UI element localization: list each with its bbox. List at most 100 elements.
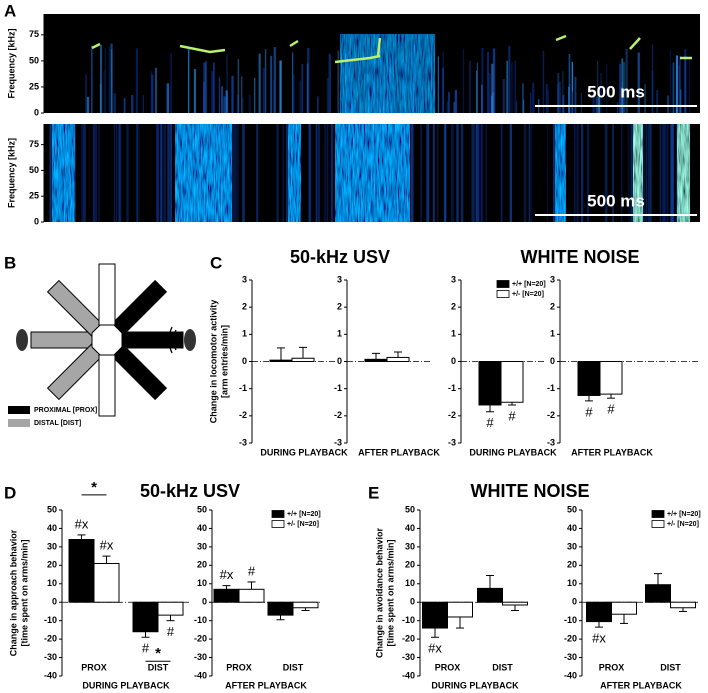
legend-swatch	[651, 510, 665, 518]
y-tick-label: 0	[34, 216, 39, 226]
y-tick-label: 30	[197, 541, 207, 551]
y-tick-label: 50	[29, 165, 39, 175]
y-tick-label: 3	[337, 274, 342, 284]
noise-streak	[262, 67, 266, 113]
noise-streak	[444, 124, 447, 222]
noise-streak	[462, 48, 465, 114]
noise-streak	[326, 77, 330, 113]
noise-streak	[645, 124, 648, 222]
x-tick-label: DIST	[492, 662, 513, 672]
y-tick-label: 25	[29, 81, 39, 91]
y-axis-label: Change in locomotor activity	[208, 300, 218, 424]
noise-streak	[456, 124, 459, 222]
y-tick-label: -30	[402, 652, 415, 662]
noise-streak	[662, 124, 665, 222]
y-tick-label: -20	[44, 633, 57, 643]
noise-streak	[231, 75, 234, 113]
y-tick-label: -40	[564, 670, 577, 680]
legend-label: +/- [N=20]	[287, 521, 319, 528]
significance-label: *	[91, 479, 97, 496]
bar	[502, 601, 528, 606]
noise-streak	[83, 124, 86, 222]
noise-streak	[226, 54, 228, 113]
chart-title: WHITE NOISE	[520, 247, 639, 267]
noise-streak	[529, 92, 532, 113]
noise-streak	[142, 95, 144, 113]
y-tick-label: 2	[550, 302, 555, 312]
noise-streak	[471, 124, 475, 222]
noise-streak	[500, 124, 503, 222]
y-tick-label: -30	[194, 652, 207, 662]
bar	[267, 601, 294, 616]
noise-streak	[597, 60, 599, 113]
chart-title: WHITE NOISE	[470, 481, 589, 501]
noise-streak	[679, 89, 682, 113]
noise-streak	[576, 124, 579, 222]
noise-streak	[113, 124, 115, 222]
noise-streak	[522, 83, 524, 113]
x-axis-label: AFTER PLAYBACK	[600, 680, 682, 690]
y-tick-label: 30	[567, 541, 577, 551]
noise-streak	[254, 77, 256, 113]
noise-streak	[315, 124, 318, 222]
noise-streak	[49, 124, 52, 222]
noise-streak	[126, 124, 129, 222]
noise-streak	[675, 55, 679, 113]
noise-burst	[633, 124, 643, 222]
noise-streak	[562, 95, 565, 113]
noise-streak	[167, 124, 170, 222]
noise-streak	[574, 76, 577, 113]
bar	[477, 587, 503, 603]
noise-streak	[532, 82, 535, 113]
noise-streak	[131, 94, 134, 113]
noise-streak	[648, 124, 651, 222]
y-tick-label: 10	[47, 578, 57, 588]
noise-burst	[52, 124, 75, 222]
y-tick-label: -2	[239, 410, 247, 420]
y-tick-label: 40	[197, 523, 207, 533]
noise-streak	[530, 124, 533, 222]
legend-label: +/- [N=20]	[667, 521, 699, 528]
noise-streak	[92, 124, 96, 222]
noise-streak	[481, 47, 484, 113]
call-trace	[334, 54, 381, 64]
y-tick-label: -1	[448, 383, 456, 393]
noise-streak	[115, 124, 117, 222]
noise-streak	[557, 83, 559, 113]
noise-streak	[450, 124, 454, 222]
noise-streak	[317, 96, 319, 113]
noise-streak	[580, 92, 582, 113]
spectrogram-texture	[85, 34, 692, 114]
spectrogram-texture	[49, 124, 690, 222]
noise-streak	[643, 124, 646, 222]
noise-streak	[675, 124, 678, 222]
y-tick-label: 3	[451, 274, 456, 284]
y-tick-label: -2	[547, 410, 555, 420]
noise-streak	[231, 124, 234, 222]
scale-bar-label: 500 ms	[587, 191, 645, 210]
y-tick-label: 10	[405, 578, 415, 588]
y-tick-label: -20	[194, 633, 207, 643]
noise-streak	[637, 52, 640, 113]
y-tick-label: 0	[242, 356, 247, 366]
legend-label: PROXIMAL [PROX]	[34, 407, 97, 414]
noise-streak	[487, 51, 490, 113]
noise-streak	[420, 124, 422, 222]
noise-streak	[586, 124, 590, 222]
chart-title: 50-kHz USV	[140, 481, 240, 501]
y-tick-label: -20	[402, 633, 415, 643]
noise-streak	[113, 93, 116, 113]
y-tick-label: -1	[334, 383, 342, 393]
y-axis-label: [arm entries/min]	[219, 325, 229, 398]
call-trace	[376, 37, 382, 57]
legend-swatch	[271, 520, 285, 528]
annotation: #x	[75, 516, 89, 531]
noise-streak	[604, 124, 608, 222]
bar	[645, 584, 671, 603]
y-tick-label: 40	[47, 523, 57, 533]
noise-streak	[651, 70, 654, 113]
noise-streak	[474, 124, 476, 222]
maze-arm	[110, 279, 168, 337]
noise-streak	[568, 53, 571, 113]
noise-streak	[659, 124, 662, 222]
